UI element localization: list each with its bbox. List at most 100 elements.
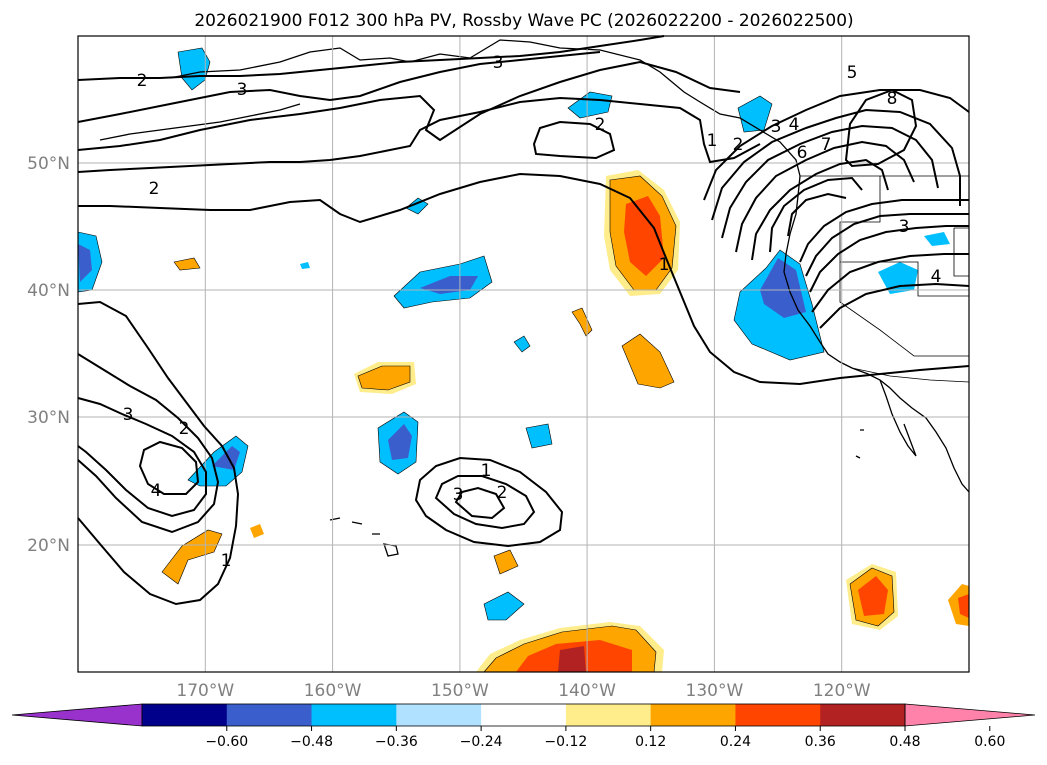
pv-contour-inland-1 xyxy=(819,282,970,329)
pv-contour-north-top xyxy=(77,35,665,81)
colorbar-outline xyxy=(141,703,906,727)
island-small-a xyxy=(855,429,864,459)
pv-contour-coast-2 xyxy=(711,108,961,221)
neg-patch-alaska-s xyxy=(737,95,773,133)
pos-patch-northeast-pacific-core xyxy=(624,196,664,276)
lon-label: 130°W xyxy=(686,681,744,701)
contour-label: 4 xyxy=(789,115,800,135)
colorbar-tick-label: 0.36 xyxy=(805,734,836,750)
colorbar-swatch xyxy=(650,704,736,726)
colorbar-tick-label: 0.24 xyxy=(720,734,751,750)
contour-label: 1 xyxy=(221,551,232,571)
colorbar-extend-high xyxy=(904,703,1036,727)
contour-label: 7 xyxy=(821,135,832,155)
colorbar-tick-label: 0.12 xyxy=(635,734,666,750)
contour-label: 2 xyxy=(149,179,160,199)
colorbar-tick-label: 0.60 xyxy=(974,734,1005,750)
neg-patch-hawaii-n-core xyxy=(388,424,412,460)
colorbar-swatch xyxy=(565,704,652,726)
colorbar-tick-label: −0.36 xyxy=(375,734,418,750)
pos-patch-south-big-deep xyxy=(558,646,586,672)
lat-label: 40°N xyxy=(27,281,70,301)
pv-contour-inland-5 xyxy=(799,199,969,263)
neg-patch-small-c xyxy=(525,423,553,449)
lon-label: 120°W xyxy=(813,681,871,701)
pv-contour-coast-3 xyxy=(721,124,939,239)
contour-label: 2 xyxy=(137,71,148,91)
colorbar-swatch xyxy=(735,704,821,726)
lon-label: 140°W xyxy=(558,681,616,701)
hawaii-islands xyxy=(329,517,399,557)
contour-label: 3 xyxy=(493,53,504,73)
pos-patch-tiny-f xyxy=(250,524,264,538)
pv-contour-8-ne xyxy=(844,88,918,168)
contour-label: 5 xyxy=(847,63,858,83)
lat-label: 30°N xyxy=(27,408,70,428)
colorbar-tick-label: −0.24 xyxy=(460,734,503,750)
colorbar-swatch xyxy=(396,704,482,726)
border-us-mexico xyxy=(851,367,970,383)
map-frame-border xyxy=(77,35,970,673)
colorbar-swatch xyxy=(226,704,313,726)
contour-label: 3 xyxy=(453,485,464,505)
contour-label: 1 xyxy=(659,255,670,275)
colorbar-tick-label: 0.48 xyxy=(889,734,920,750)
contour-label: 8 xyxy=(887,89,898,109)
pv-contour-sw-4 xyxy=(138,440,200,495)
map-title: 2026021900 F012 300 hPa PV, Rossby Wave … xyxy=(194,11,853,31)
pos-patch-mid-west-mid xyxy=(357,365,411,391)
neg-patch-tiny-b xyxy=(513,335,531,353)
neg-patch-gulf xyxy=(567,91,613,119)
contour-label: 2 xyxy=(179,419,190,439)
pv-contour-small-2 xyxy=(532,120,616,160)
pv-contour-c-2 xyxy=(434,475,536,530)
pv-contours xyxy=(77,35,970,606)
pv-contour-coast-6 xyxy=(769,176,863,253)
neg-patch-south xyxy=(483,591,525,621)
lon-label: 160°W xyxy=(304,681,362,701)
pv-contour-coast-5 xyxy=(751,158,889,261)
pv-contour-inland-2 xyxy=(811,253,969,313)
colorbar-extend-low xyxy=(11,703,143,727)
contour-label: 4 xyxy=(931,267,942,287)
coastlines xyxy=(99,39,970,557)
contour-label: 1 xyxy=(707,131,718,151)
border-state-d xyxy=(953,227,969,277)
pv-contour-sw-3 xyxy=(77,397,207,518)
contour-label: 4 xyxy=(151,481,162,501)
coastline-alaska xyxy=(169,39,801,177)
pos-patch-se-b-core xyxy=(958,594,969,618)
colorbar-tick-label: −0.60 xyxy=(205,734,248,750)
coastline-bc-wa-or-ca xyxy=(783,175,970,493)
contour-label: 3 xyxy=(899,217,910,237)
pos-patch-sw-a xyxy=(161,529,223,585)
pv-contour-coast-7 xyxy=(787,192,847,237)
colorbar-swatch xyxy=(311,704,397,726)
contour-label: 3 xyxy=(123,405,134,425)
coastline-baja xyxy=(879,379,917,457)
pv-contour-coast-4 xyxy=(735,140,915,253)
contour-label: 2 xyxy=(733,135,744,155)
pv-contour-coast-1 xyxy=(703,89,970,201)
colorbar-tick-label: −0.12 xyxy=(544,734,587,750)
lat-label: 20°N xyxy=(27,536,70,556)
border-state-c xyxy=(839,262,969,357)
neg-patch-sw-core xyxy=(212,446,240,470)
longitude-labels: 170°W 160°W 150°W 140°W 130°W 120°W xyxy=(176,681,870,701)
neg-patch-west-edge-core xyxy=(78,244,92,282)
pv-contour-sw-1 xyxy=(77,300,240,606)
contour-label: 1 xyxy=(481,461,492,481)
colorbar-swatch xyxy=(820,704,906,726)
pv-contour-north-3 xyxy=(77,51,601,123)
pv-contour-north-2b xyxy=(77,60,741,151)
latitude-labels: 50°N 40°N 30°N 20°N xyxy=(27,154,70,556)
pv-contour-1-trough xyxy=(78,172,970,386)
pos-patch-se-a-core xyxy=(858,576,888,616)
pv-contour-c-3 xyxy=(454,486,506,520)
neg-patch-inland-b xyxy=(924,232,950,246)
lon-label: 170°W xyxy=(176,681,234,701)
pv-contour-inland-3 xyxy=(809,225,969,293)
pos-patch-south-c xyxy=(493,549,519,575)
pos-patch-mid-east xyxy=(621,333,675,389)
